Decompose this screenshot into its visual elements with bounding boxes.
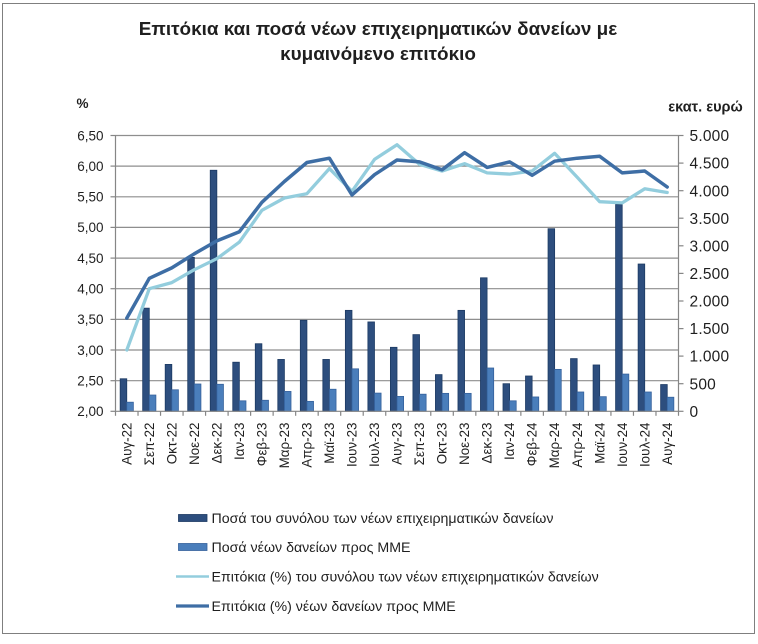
svg-text:Απρ-24: Απρ-24	[570, 422, 585, 468]
svg-text:Ιουλ-24: Ιουλ-24	[637, 422, 652, 467]
svg-text:Οκτ-22: Οκτ-22	[164, 423, 179, 465]
svg-text:2.500: 2.500	[690, 266, 730, 283]
svg-text:6,50: 6,50	[77, 128, 103, 143]
svg-text:εκατ. ευρώ: εκατ. ευρώ	[668, 100, 742, 116]
svg-text:1.000: 1.000	[690, 349, 730, 366]
svg-text:Ποσά νέων δανείων προς ΜΜΕ: Ποσά νέων δανείων προς ΜΜΕ	[212, 540, 411, 556]
svg-text:3.500: 3.500	[690, 211, 730, 228]
svg-text:Απρ-23: Απρ-23	[300, 423, 315, 468]
svg-text:Αυγ-23: Αυγ-23	[390, 423, 405, 465]
svg-text:5.000: 5.000	[690, 128, 730, 145]
svg-text:Σεπ-23: Σεπ-23	[412, 423, 427, 466]
svg-text:3,00: 3,00	[77, 343, 103, 358]
svg-text:Ιαν-24: Ιαν-24	[502, 422, 517, 460]
svg-text:Ιουν-24: Ιουν-24	[615, 422, 630, 467]
svg-text:4.500: 4.500	[690, 156, 730, 173]
svg-text:Ποσά του συνόλου των νέων επιχ: Ποσά του συνόλου των νέων επιχειρηματικώ…	[212, 511, 554, 527]
svg-text:Ιουν-23: Ιουν-23	[345, 423, 360, 468]
svg-text:Μαρ-24: Μαρ-24	[547, 422, 562, 468]
svg-text:Φεβ-23: Φεβ-23	[255, 423, 270, 467]
svg-text:4,00: 4,00	[77, 282, 103, 297]
svg-text:Νοε-22: Νοε-22	[187, 423, 202, 465]
svg-text:Σεπ-22: Σεπ-22	[142, 423, 157, 466]
svg-text:Φεβ-24: Φεβ-24	[525, 422, 540, 466]
svg-text:4,50: 4,50	[77, 251, 103, 266]
svg-text:4.000: 4.000	[690, 183, 730, 200]
svg-text:0: 0	[690, 404, 699, 421]
svg-text:Ιαν-23: Ιαν-23	[232, 423, 247, 461]
svg-text:2,50: 2,50	[77, 374, 103, 389]
svg-text:Επιτόκια και ποσά νέων επιχειρ: Επιτόκια και ποσά νέων επιχειρηματικών δ…	[139, 19, 617, 40]
svg-text:Μαρ-23: Μαρ-23	[277, 423, 292, 469]
svg-text:Ιουλ-23: Ιουλ-23	[367, 423, 382, 468]
svg-text:κυμαινόμενο επιτόκιο: κυμαινόμενο επιτόκιο	[280, 44, 476, 65]
svg-text:3,50: 3,50	[77, 312, 103, 327]
svg-text:5,00: 5,00	[77, 220, 103, 235]
svg-text:Αυγ-22: Αυγ-22	[119, 423, 134, 465]
svg-text:Επιτόκια (%) του συνόλου των ν: Επιτόκια (%) του συνόλου των νέων επιχει…	[212, 569, 599, 585]
svg-text:Δεκ-22: Δεκ-22	[209, 423, 224, 464]
svg-text:5,50: 5,50	[77, 190, 103, 205]
svg-text:1.500: 1.500	[690, 321, 730, 338]
svg-text:2,00: 2,00	[77, 404, 103, 419]
svg-text:Μαϊ-24: Μαϊ-24	[592, 422, 607, 464]
svg-text:Μαϊ-23: Μαϊ-23	[322, 423, 337, 464]
svg-text:Νοε-23: Νοε-23	[457, 423, 472, 465]
svg-text:2.000: 2.000	[690, 294, 730, 311]
svg-text:6,00: 6,00	[77, 159, 103, 174]
svg-text:Οκτ-23: Οκτ-23	[435, 423, 450, 465]
svg-text:Επιτόκια (%) νέων δανείων προς: Επιτόκια (%) νέων δανείων προς ΜΜΕ	[212, 599, 456, 615]
svg-text:500: 500	[690, 376, 717, 393]
svg-text:Δεκ-23: Δεκ-23	[480, 423, 495, 464]
svg-text:3.000: 3.000	[690, 238, 730, 255]
svg-text:%: %	[76, 96, 88, 111]
svg-text:Αυγ-24: Αυγ-24	[660, 422, 675, 465]
